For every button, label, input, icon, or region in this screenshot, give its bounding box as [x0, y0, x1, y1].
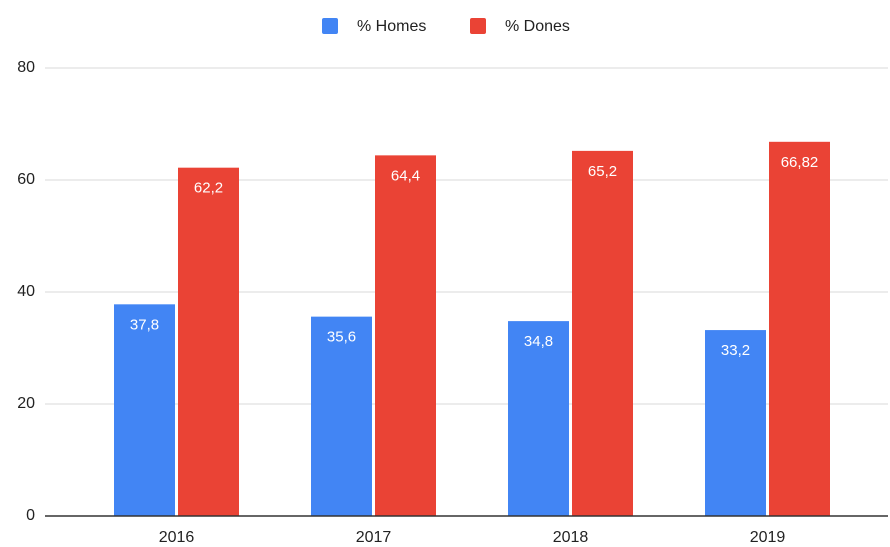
legend-swatch — [470, 18, 486, 34]
data-label: 64,4 — [391, 167, 420, 184]
y-tick-label: 60 — [17, 171, 35, 188]
data-label: 35,6 — [327, 329, 356, 346]
y-tick-label: 80 — [17, 59, 35, 76]
x-tick-label: 2018 — [553, 529, 589, 546]
legend-swatch — [322, 18, 338, 34]
bar — [114, 304, 175, 516]
data-label: 65,2 — [588, 163, 617, 180]
x-tick-label: 2016 — [159, 529, 195, 546]
y-tick-label: 20 — [17, 395, 35, 412]
data-label: 66,82 — [781, 154, 819, 171]
data-label: 62,2 — [194, 180, 223, 197]
bar — [572, 150, 633, 516]
y-tick-label: 0 — [26, 507, 35, 524]
x-tick-label: 2017 — [356, 529, 392, 546]
y-tick-label: 40 — [17, 283, 35, 300]
bar — [178, 167, 239, 516]
bar — [311, 316, 372, 516]
bar — [769, 141, 830, 517]
data-label: 37,8 — [130, 316, 159, 333]
bar — [508, 321, 569, 516]
data-label: 33,2 — [721, 342, 750, 359]
legend-label: % Homes — [357, 18, 426, 35]
x-tick-label: 2019 — [750, 529, 786, 546]
bar — [705, 330, 766, 516]
data-label: 34,8 — [524, 333, 553, 350]
legend-label: % Dones — [505, 18, 570, 35]
bar — [375, 155, 436, 517]
